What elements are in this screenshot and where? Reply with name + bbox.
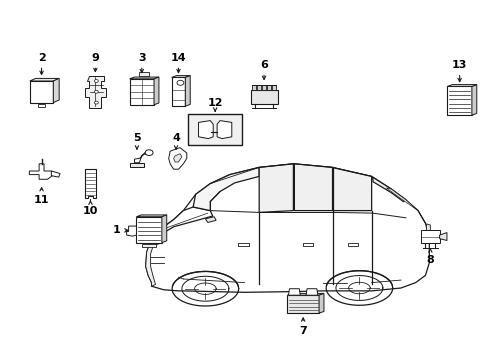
Text: 3: 3	[138, 53, 145, 73]
Text: 11: 11	[34, 188, 49, 205]
Polygon shape	[85, 169, 96, 198]
Polygon shape	[29, 164, 54, 179]
Polygon shape	[30, 78, 59, 81]
Circle shape	[94, 90, 98, 93]
Polygon shape	[171, 76, 190, 77]
Bar	[238, 243, 248, 246]
Bar	[142, 244, 156, 247]
Polygon shape	[162, 215, 166, 243]
Circle shape	[145, 150, 153, 156]
Text: 7: 7	[299, 318, 306, 336]
Polygon shape	[259, 164, 293, 212]
Polygon shape	[205, 217, 216, 222]
Text: 5: 5	[133, 132, 141, 149]
Polygon shape	[84, 76, 106, 108]
Bar	[171, 77, 185, 106]
Bar	[447, 86, 471, 115]
Polygon shape	[318, 293, 323, 313]
Polygon shape	[185, 76, 190, 106]
Bar	[287, 295, 319, 313]
Text: 14: 14	[170, 53, 186, 73]
Polygon shape	[294, 164, 332, 211]
Polygon shape	[154, 77, 159, 105]
Polygon shape	[439, 233, 446, 240]
Bar	[129, 79, 154, 105]
Polygon shape	[168, 148, 186, 169]
Bar	[30, 81, 53, 103]
Polygon shape	[51, 171, 60, 177]
Polygon shape	[193, 167, 259, 211]
Polygon shape	[134, 151, 149, 163]
Bar	[250, 90, 277, 104]
Polygon shape	[136, 215, 166, 217]
Text: 6: 6	[260, 60, 267, 80]
Polygon shape	[126, 226, 136, 236]
Text: 9: 9	[91, 53, 99, 72]
Bar	[347, 243, 357, 246]
Polygon shape	[217, 121, 231, 139]
Circle shape	[177, 80, 183, 85]
Polygon shape	[266, 85, 270, 90]
Text: 1: 1	[112, 225, 128, 235]
Polygon shape	[471, 85, 476, 115]
Polygon shape	[145, 227, 163, 286]
Circle shape	[94, 80, 98, 82]
Polygon shape	[150, 237, 163, 247]
Text: 10: 10	[82, 200, 98, 216]
Bar	[188, 114, 242, 145]
Polygon shape	[305, 289, 317, 295]
Polygon shape	[426, 224, 429, 238]
Polygon shape	[53, 78, 59, 103]
Polygon shape	[333, 168, 371, 211]
Polygon shape	[287, 293, 323, 295]
Polygon shape	[252, 85, 256, 90]
Bar	[302, 243, 313, 246]
Text: 2: 2	[38, 53, 45, 75]
Polygon shape	[145, 164, 428, 292]
Bar	[129, 163, 144, 167]
Polygon shape	[262, 85, 265, 90]
Polygon shape	[372, 177, 405, 202]
Text: 4: 4	[172, 132, 180, 149]
Polygon shape	[386, 188, 425, 223]
Text: 8: 8	[426, 249, 433, 265]
Polygon shape	[271, 85, 275, 90]
Circle shape	[94, 101, 98, 104]
Bar	[136, 217, 162, 243]
Polygon shape	[129, 77, 159, 79]
Polygon shape	[288, 289, 300, 295]
Polygon shape	[257, 85, 261, 90]
Bar	[139, 72, 149, 76]
Text: 13: 13	[451, 60, 467, 82]
Text: 12: 12	[207, 98, 223, 111]
Polygon shape	[447, 85, 476, 86]
Polygon shape	[159, 207, 212, 234]
Bar	[420, 230, 439, 243]
Bar	[38, 104, 45, 107]
Polygon shape	[173, 154, 182, 162]
Polygon shape	[198, 121, 213, 139]
